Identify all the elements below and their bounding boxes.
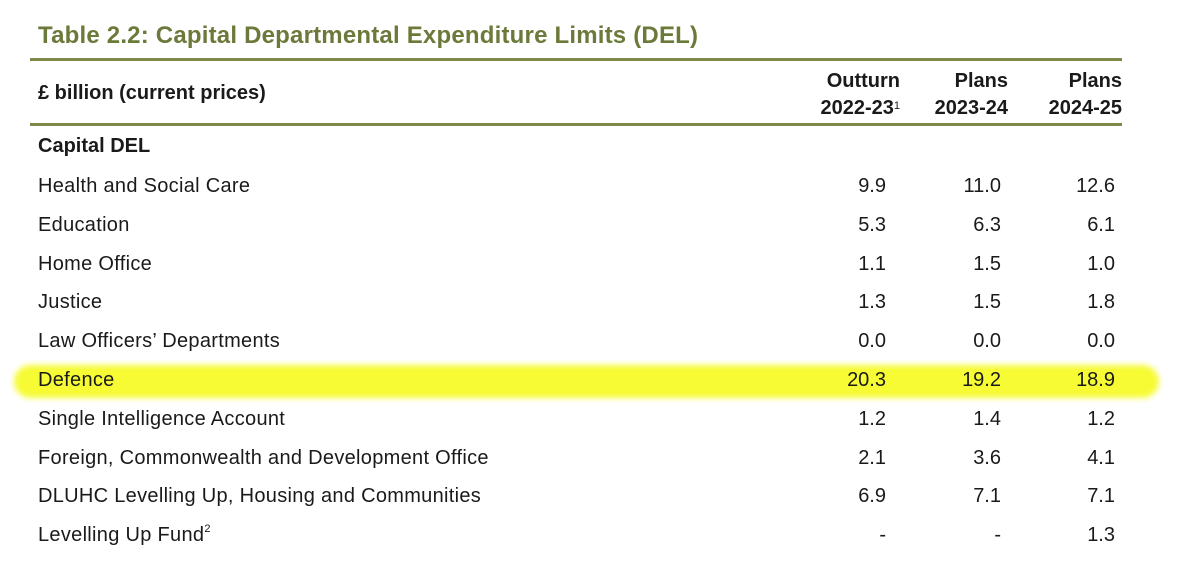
row-value-col1: 5.3 (858, 213, 886, 236)
row-value-col3: 18.9 (1076, 369, 1115, 391)
row-value-col2: 19.2 (962, 369, 1001, 391)
unit-label: £ billion (current prices) (38, 82, 266, 104)
row-value-col1: 1.1 (858, 252, 886, 275)
row-value-col3: 1.0 (1087, 252, 1115, 275)
table-row: Home Office 1.1 1.5 1.0 (0, 245, 1200, 283)
column-header-line2: 2024-25 (1048, 97, 1122, 119)
header-rule (30, 123, 1122, 126)
row-value-col2: 11.0 (963, 175, 1001, 197)
column-header-plans-2024-25: Plans 2024-25 (1012, 68, 1122, 122)
row-value-col2: 0.0 (973, 330, 1001, 353)
table-title: Table 2.2: Capital Departmental Expendit… (38, 22, 699, 49)
row-value-col3: 0.0 (1087, 330, 1115, 353)
row-label: Single Intelligence Account (38, 407, 286, 430)
column-header-plans-2023-24: Plans 2023-24 (900, 68, 1008, 122)
row-label: Law Officers’ Departments (38, 330, 281, 353)
row-value-col3: 7.1 (1087, 485, 1115, 508)
row-value-col3: 1.3 (1087, 524, 1115, 547)
row-value-col3: 1.2 (1087, 407, 1115, 430)
row-label: Levelling Up Fund2 (38, 522, 211, 547)
row-value-col1: 9.9 (858, 175, 886, 197)
row-value-col3: 12.6 (1076, 175, 1115, 197)
row-label: Home Office (38, 252, 153, 275)
table-row: Law Officers’ Departments 0.0 0.0 0.0 (0, 322, 1200, 360)
column-header-line1: Outturn (826, 70, 900, 92)
row-value-col2: 6.3 (973, 213, 1001, 236)
row-value-col2: - (994, 524, 1001, 547)
row-value-col3: 4.1 (1087, 446, 1115, 469)
table-row: DLUHC Levelling Up, Housing and Communit… (0, 477, 1200, 515)
row-value-col1: 6.9 (858, 485, 886, 508)
row-label: Foreign, Commonwealth and Development Of… (38, 446, 489, 469)
row-value-col3: 6.1 (1087, 213, 1115, 236)
row-value-col1: 0.0 (858, 330, 886, 353)
row-value-col2: 7.1 (973, 485, 1001, 508)
row-value-col1: 1.3 (858, 291, 886, 314)
row-value-col2: 1.5 (973, 252, 1001, 275)
row-label: DLUHC Levelling Up, Housing and Communit… (38, 485, 482, 508)
column-header-line2: 2022-231 (820, 97, 900, 119)
row-value-col1: 1.2 (858, 407, 886, 430)
row-label: Justice (38, 291, 103, 314)
column-header-line1: Plans (954, 70, 1008, 92)
row-label: Education (38, 213, 130, 236)
top-rule (30, 58, 1122, 61)
row-value-col1: - (879, 524, 886, 547)
row-label: Defence (38, 369, 115, 391)
column-header-outturn-2022-23: Outturn 2022-231 (790, 68, 900, 122)
table-row: Justice 1.3 1.5 1.8 (0, 283, 1200, 321)
table-row: Foreign, Commonwealth and Development Of… (0, 439, 1200, 477)
section-title: Capital DEL (38, 135, 151, 157)
column-header-line1: Plans (1068, 70, 1122, 92)
row-value-col1: 2.1 (858, 446, 886, 469)
table-row: Health and Social Care 9.9 11.0 12.6 (0, 167, 1200, 205)
table-row: Defence 20.3 19.2 18.9 (0, 361, 1200, 399)
column-header-line2: 2023-24 (934, 97, 1008, 119)
table-row: Single Intelligence Account 1.2 1.4 1.2 (0, 400, 1200, 438)
row-value-col3: 1.8 (1087, 291, 1115, 314)
row-label: Health and Social Care (38, 175, 251, 197)
row-value-col2: 1.5 (973, 291, 1001, 314)
row-value-col2: 1.4 (973, 407, 1001, 430)
table-row: Education 5.3 6.3 6.1 (0, 206, 1200, 244)
row-value-col1: 20.3 (847, 369, 886, 391)
table-row: Levelling Up Fund2 - - 1.3 (0, 516, 1200, 554)
defence-row-highlight (14, 365, 1159, 398)
row-value-col2: 3.6 (973, 446, 1001, 469)
